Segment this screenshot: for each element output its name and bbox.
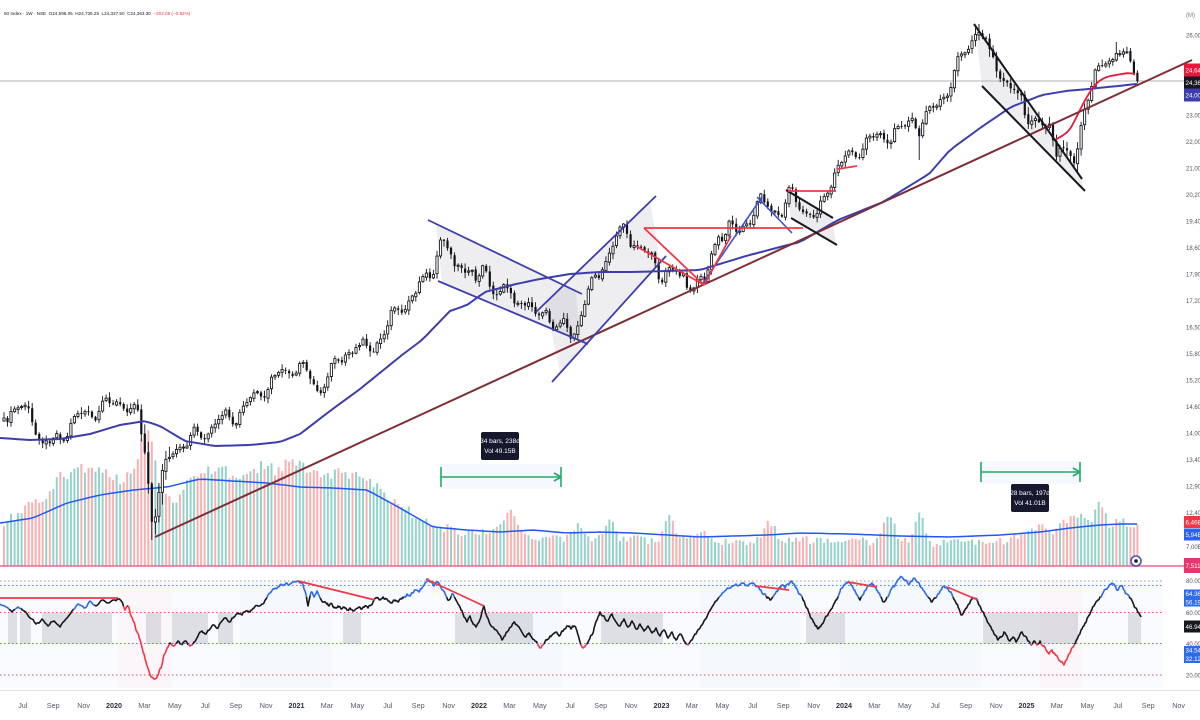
svg-text:Nov: Nov — [625, 701, 638, 710]
svg-text:46.94: 46.94 — [1186, 624, 1200, 631]
svg-text:14,600: 14,600 — [1186, 405, 1200, 411]
svg-text:May: May — [533, 701, 547, 710]
svg-text:20,200: 20,200 — [1186, 193, 1200, 199]
svg-text:Mar: Mar — [503, 701, 516, 710]
svg-text:6,46B: 6,46B — [1186, 519, 1200, 526]
svg-text:26,000: 26,000 — [1186, 33, 1200, 39]
svg-text:2022: 2022 — [471, 701, 487, 710]
svg-text:14,000: 14,000 — [1186, 431, 1200, 437]
svg-text:May: May — [351, 701, 365, 710]
svg-text:Nov: Nov — [990, 701, 1003, 710]
svg-text:2023: 2023 — [654, 701, 670, 710]
svg-text:Sep: Sep — [229, 701, 242, 710]
svg-text:Mar: Mar — [321, 701, 334, 710]
svg-text:Vol 41.01B: Vol 41.01B — [1014, 500, 1045, 507]
svg-text:2021: 2021 — [289, 701, 305, 710]
svg-text:Sep: Sep — [959, 701, 972, 710]
svg-text:22,000: 22,000 — [1186, 140, 1200, 146]
svg-text:19,400: 19,400 — [1186, 219, 1200, 225]
svg-text:21,000: 21,000 — [1186, 166, 1200, 172]
svg-text:34.54: 34.54 — [1186, 648, 1200, 655]
svg-text:Jul: Jul — [201, 701, 211, 710]
svg-text:5,94B: 5,94B — [1186, 532, 1200, 539]
svg-text:Vol 49.15B: Vol 49.15B — [484, 448, 515, 455]
svg-text:60.00: 60.00 — [1186, 611, 1200, 617]
svg-text:32.12: 32.12 — [1186, 656, 1200, 663]
svg-text:Jul: Jul — [18, 701, 28, 710]
svg-text:Nov: Nov — [77, 701, 90, 710]
svg-text:7,511: 7,511 — [1186, 563, 1200, 570]
svg-text:2025: 2025 — [1019, 701, 1035, 710]
svg-text:Mar: Mar — [138, 701, 151, 710]
svg-text:64.36: 64.36 — [1186, 591, 1200, 598]
svg-text:40.00: 40.00 — [1186, 642, 1200, 648]
svg-text:Jul: Jul — [748, 701, 758, 710]
svg-text:24,00: 24,00 — [1186, 92, 1200, 99]
svg-text:Jul: Jul — [931, 701, 941, 710]
svg-text:18,600: 18,600 — [1186, 246, 1200, 252]
svg-text:50 Index · 1W · NSE O24,596.0: 50 Index · 1W · NSE O24,596.05 H24,736.2… — [4, 11, 191, 16]
svg-text:12,900: 12,900 — [1186, 484, 1200, 490]
svg-text:15,200: 15,200 — [1186, 378, 1200, 384]
svg-text:Jul: Jul — [566, 701, 576, 710]
svg-text:May: May — [716, 701, 730, 710]
svg-text:Nov: Nov — [442, 701, 455, 710]
svg-text:23,000: 23,000 — [1186, 113, 1200, 119]
svg-text:7,00B: 7,00B — [1186, 545, 1200, 551]
svg-text:13,400: 13,400 — [1186, 458, 1200, 464]
svg-text:Nov: Nov — [1172, 701, 1185, 710]
svg-text:2024: 2024 — [836, 701, 852, 710]
svg-text:17,900: 17,900 — [1186, 272, 1200, 278]
svg-text:80.00: 80.00 — [1186, 579, 1200, 585]
svg-text:May: May — [898, 701, 912, 710]
svg-text:16,500: 16,500 — [1186, 325, 1200, 331]
svg-text:Nov: Nov — [260, 701, 273, 710]
svg-text:20.00: 20.00 — [1186, 674, 1200, 680]
svg-text:24,64: 24,64 — [1186, 67, 1200, 74]
svg-text:Sep: Sep — [594, 701, 607, 710]
svg-text:Sep: Sep — [1142, 701, 1155, 710]
svg-text:Mar: Mar — [868, 701, 881, 710]
svg-text:24,36: 24,36 — [1186, 80, 1200, 87]
svg-text:Mar: Mar — [1051, 701, 1064, 710]
svg-text:May: May — [168, 701, 182, 710]
svg-text:Mar: Mar — [686, 701, 699, 710]
svg-text:34 bars, 238d: 34 bars, 238d — [480, 438, 520, 445]
svg-text:Jul: Jul — [383, 701, 393, 710]
svg-text:12,400: 12,400 — [1186, 511, 1200, 517]
svg-text:Jul: Jul — [1113, 701, 1123, 710]
svg-text:Sep: Sep — [777, 701, 790, 710]
svg-text:2020: 2020 — [106, 701, 122, 710]
svg-text:15,800: 15,800 — [1186, 352, 1200, 358]
svg-text:Sep: Sep — [412, 701, 425, 710]
svg-text:56.19: 56.19 — [1186, 600, 1200, 607]
svg-text:17,200: 17,200 — [1186, 299, 1200, 305]
svg-text:May: May — [1081, 701, 1095, 710]
svg-text:28 bars, 197d: 28 bars, 197d — [1010, 490, 1050, 497]
svg-text:(M): (M) — [1186, 13, 1195, 19]
svg-text:Sep: Sep — [47, 701, 60, 710]
svg-text:Nov: Nov — [807, 701, 820, 710]
